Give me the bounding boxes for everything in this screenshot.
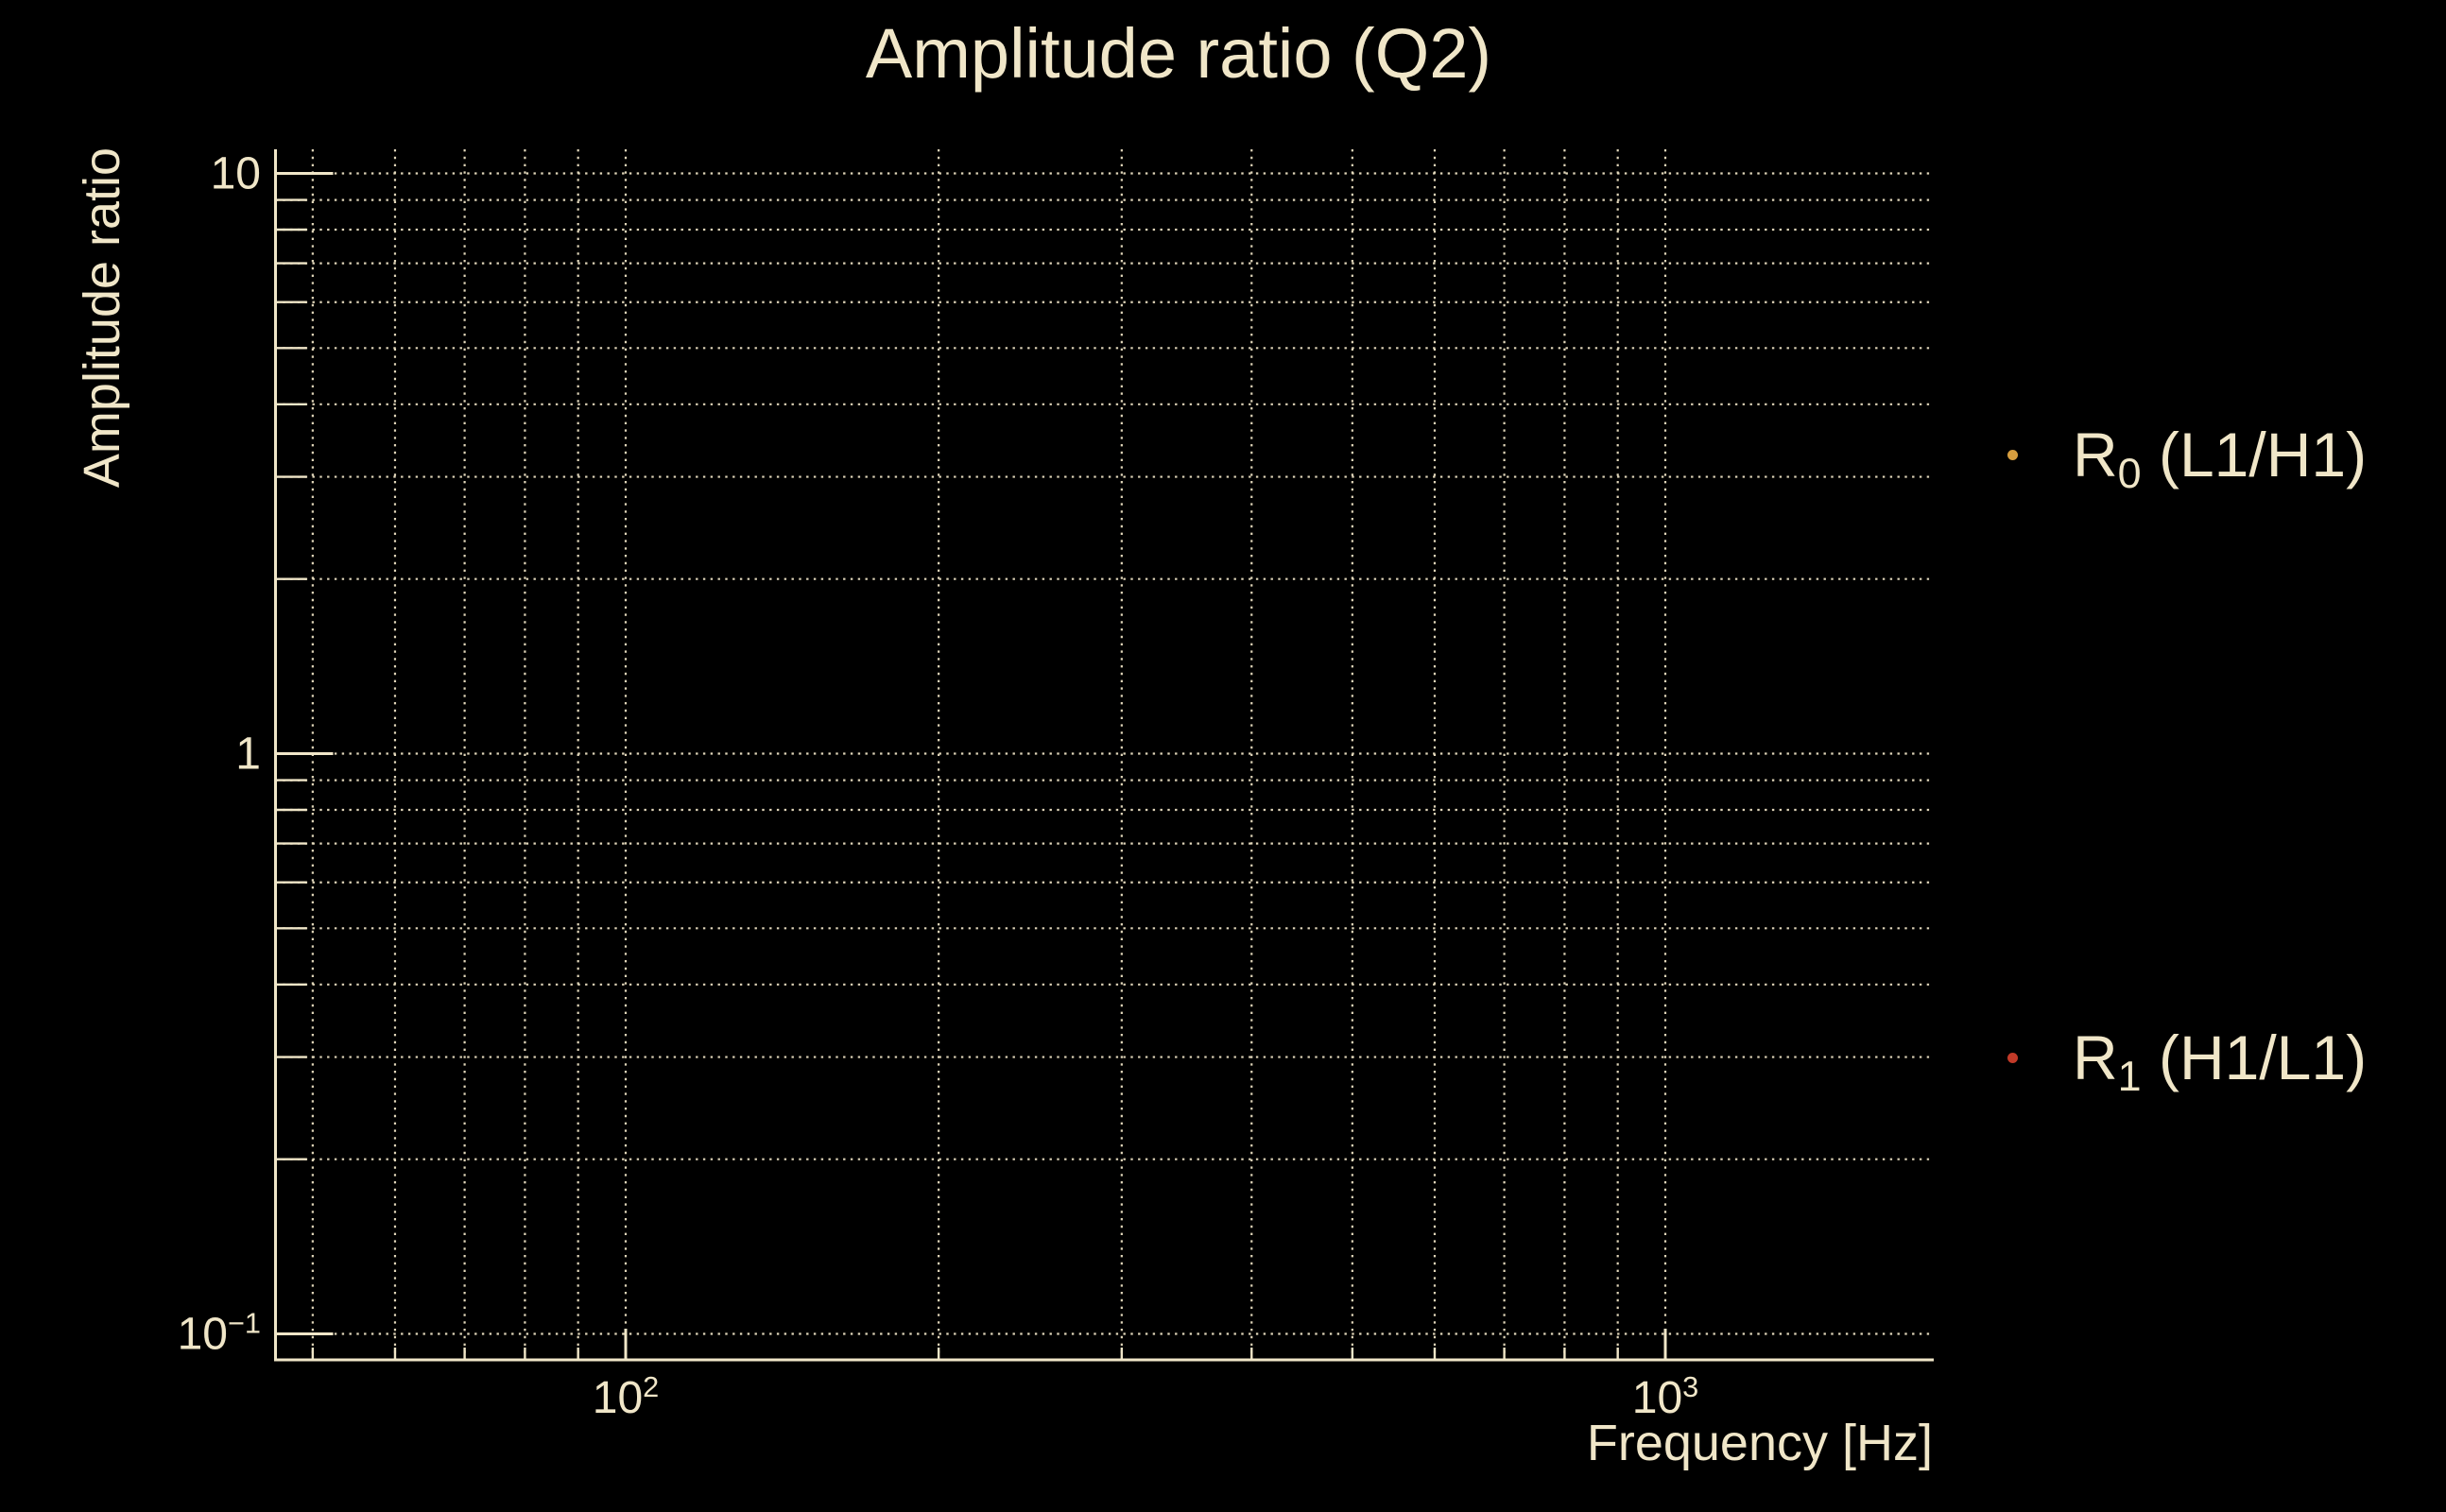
x-axis-label: Frequency [Hz] [1586, 1415, 1933, 1471]
tick-exponent: 3 [1682, 1370, 1699, 1404]
legend-marker-dot-icon [2007, 450, 2018, 460]
tick-exponent: −1 [227, 1306, 261, 1340]
legend-label: R1 (H1/L1) [2073, 1022, 2368, 1100]
chart-title: Amplitude ratio (Q2) [865, 14, 1492, 93]
y-tick-label-0.1: 10−1 [177, 1306, 261, 1359]
tick-exponent: 2 [643, 1370, 660, 1404]
legend-label: R0 (L1/H1) [2073, 420, 2368, 497]
legend-subscript: 1 [2117, 1051, 2142, 1100]
x-tick-label-1000: 103 [1631, 1370, 1699, 1423]
legend-marker-dot-icon [2007, 1053, 2018, 1063]
y-tick-label-10: 10 [210, 148, 261, 198]
y-tick-label-1: 1 [235, 729, 261, 779]
legend-subscript: 0 [2117, 448, 2142, 497]
x-tick-label-100: 102 [592, 1370, 660, 1423]
